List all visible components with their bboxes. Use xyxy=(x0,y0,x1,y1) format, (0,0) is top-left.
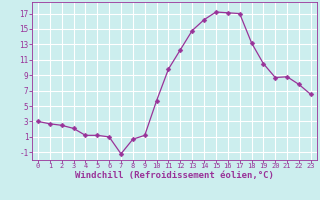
X-axis label: Windchill (Refroidissement éolien,°C): Windchill (Refroidissement éolien,°C) xyxy=(75,171,274,180)
